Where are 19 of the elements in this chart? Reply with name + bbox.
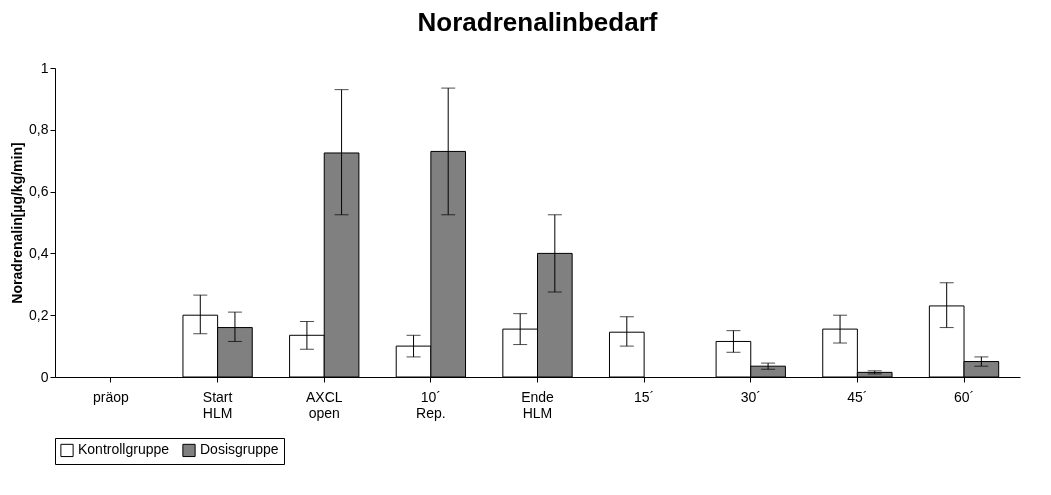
y-tick-label: 0,2	[29, 306, 49, 323]
x-tick-label: 45´	[847, 388, 868, 405]
x-tick-label: Start HLM	[202, 388, 233, 421]
y-tick-label: 1	[40, 59, 49, 76]
legend-label: Dosisgruppe	[200, 441, 279, 458]
y-tick-label: 0,8	[29, 121, 49, 138]
x-tick-label: AXCL open	[305, 388, 343, 421]
y-tick-label: 0,6	[29, 183, 49, 200]
x-tick-label: 60´	[953, 388, 975, 405]
y-tick-label: 0,4	[29, 244, 49, 261]
x-tick-label: 30´	[740, 388, 761, 405]
x-tick-label: 10´ Rep.	[416, 388, 446, 421]
chart-title: Noradrenalinbedarf	[417, 7, 658, 37]
legend-label: Kontrollgruppe	[78, 441, 170, 458]
x-tick-label: 15´	[634, 388, 655, 405]
y-axis-title: Noradrenalin[µg/kg/min]	[9, 142, 26, 304]
y-tick-label: 0	[40, 368, 49, 385]
x-tick-label: präop	[93, 388, 130, 405]
x-tick-label: Ende HLM	[521, 388, 555, 421]
